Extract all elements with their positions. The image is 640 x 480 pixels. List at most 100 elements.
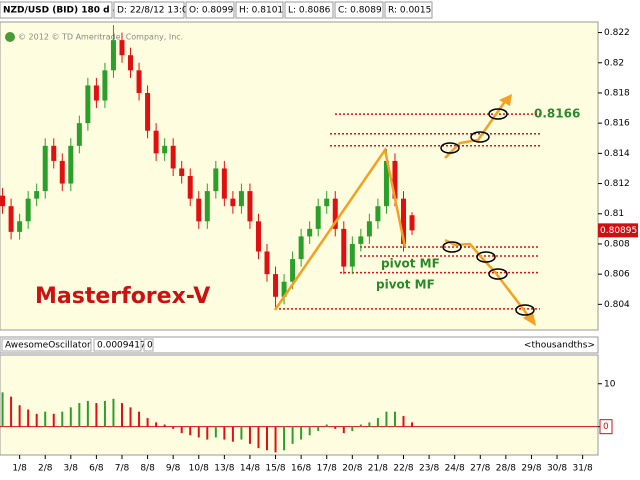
candle-body (179, 168, 185, 176)
candle-body (281, 281, 287, 297)
oscillator-panel (0, 354, 599, 456)
candle-body (34, 191, 40, 199)
header-box (384, 1, 433, 19)
candle-body (213, 168, 219, 192)
up-forecast (444, 99, 508, 159)
header-field: H: 0.8101 (239, 6, 283, 16)
candle-body (196, 198, 202, 222)
watermark: Masterforex-V (35, 284, 210, 309)
logo-icon (5, 32, 15, 42)
header-box (0, 1, 113, 19)
candle-body (358, 236, 364, 244)
candle-body (383, 160, 389, 207)
marker-ellipse (476, 251, 496, 263)
candle-body (230, 198, 236, 207)
header-field: <thousandths> (524, 341, 595, 351)
arrow-head (499, 94, 512, 106)
candle-body (298, 236, 304, 260)
x-tick-label: 6/8 (89, 464, 104, 474)
forecast-drawings (273, 94, 536, 326)
candle-body (324, 198, 330, 207)
arrow-head (523, 312, 536, 326)
y-tick-label: 0.81 (604, 209, 624, 219)
candle-body (119, 40, 125, 56)
candle-body (110, 40, 116, 71)
y-tick-label: 0.818 (604, 88, 630, 98)
header-field: 0 (147, 341, 153, 351)
x-tick-label: 7/8 (115, 464, 130, 474)
candle-body (366, 221, 372, 237)
header-box (334, 1, 384, 19)
candle-body (68, 145, 74, 184)
candle-body (349, 243, 355, 267)
header-field: 0.0009417 (97, 341, 146, 351)
x-tick-label: 20/8 (342, 464, 362, 474)
x-tick-label: 3/8 (64, 464, 79, 474)
header-field: O: 0.8099 (189, 6, 234, 16)
marker-ellipse (488, 108, 508, 120)
x-tick-label: 17/8 (317, 464, 337, 474)
header-box (235, 1, 284, 19)
x-tick-label: 1/8 (12, 464, 27, 474)
x-tick-label: 10/8 (189, 464, 209, 474)
candle-body (102, 70, 108, 101)
x-tick-label: 27/8 (470, 464, 490, 474)
candle-body (375, 206, 381, 222)
header-box (113, 1, 185, 19)
candle-body (255, 221, 261, 252)
last-price-box (598, 223, 638, 238)
candle-body (153, 130, 159, 154)
header-field: L: 0.8086 (288, 6, 331, 16)
copyright: © 2012 © TD Ameritrade, Company, Inc. (18, 33, 183, 42)
candle-body (315, 206, 321, 229)
y-tick-label: 0.814 (604, 149, 630, 159)
pivot-label: pivot MF (376, 278, 435, 292)
last-value-box (599, 419, 613, 435)
x-tick-label: 30/8 (547, 464, 567, 474)
candle-body (409, 215, 415, 231)
header-field: AwesomeOscillator (5, 341, 91, 351)
candle-body (332, 198, 338, 229)
header-field: C: 0.8089 (338, 6, 382, 16)
marker-ellipse (515, 304, 535, 316)
last-value-label: 0 (603, 422, 609, 432)
x-tick-label: 2/8 (38, 464, 53, 474)
candle-body (290, 259, 296, 282)
candle-body (307, 228, 313, 237)
marker-ellipse (440, 142, 460, 154)
marker-ellipse (442, 241, 462, 253)
header-field: NZD/USD (BID) 180 d 4h (3, 6, 125, 16)
candle-body (221, 168, 227, 199)
trend-line (273, 146, 407, 311)
candle-body (93, 85, 99, 101)
candle-body (0, 195, 6, 207)
marker-ellipse (488, 268, 508, 280)
candle-body (238, 191, 244, 207)
x-tick-label: 13/8 (214, 464, 234, 474)
x-tick-label: 8/8 (140, 464, 155, 474)
y-tick-label: 0.808 (604, 239, 630, 249)
x-tick-label: 16/8 (291, 464, 311, 474)
candle-body (59, 160, 65, 184)
level-label: 0.8166 (534, 107, 580, 121)
candle-body (170, 145, 176, 169)
candle-body (136, 70, 142, 93)
x-tick-label: 15/8 (265, 464, 285, 474)
last-price-label: 0.80895 (600, 226, 637, 236)
x-tick-label: 28/8 (496, 464, 516, 474)
candle-body (145, 92, 151, 131)
pivot-label: pivot MF (381, 257, 440, 271)
x-tick-label: 9/8 (166, 464, 181, 474)
candle-body (76, 123, 82, 146)
y-tick-label: 10 (604, 379, 616, 389)
x-tick-label: 21/8 (368, 464, 388, 474)
x-tick-label: 23/8 (419, 464, 439, 474)
candle-body (341, 228, 347, 267)
x-tick-label: 24/8 (445, 464, 465, 474)
y-tick-label: 0.806 (604, 270, 630, 280)
candle-body (392, 160, 398, 199)
candle-body (162, 145, 168, 154)
candle-body (273, 274, 279, 297)
header-box (185, 1, 235, 19)
y-tick-label: 0.82 (604, 58, 624, 68)
